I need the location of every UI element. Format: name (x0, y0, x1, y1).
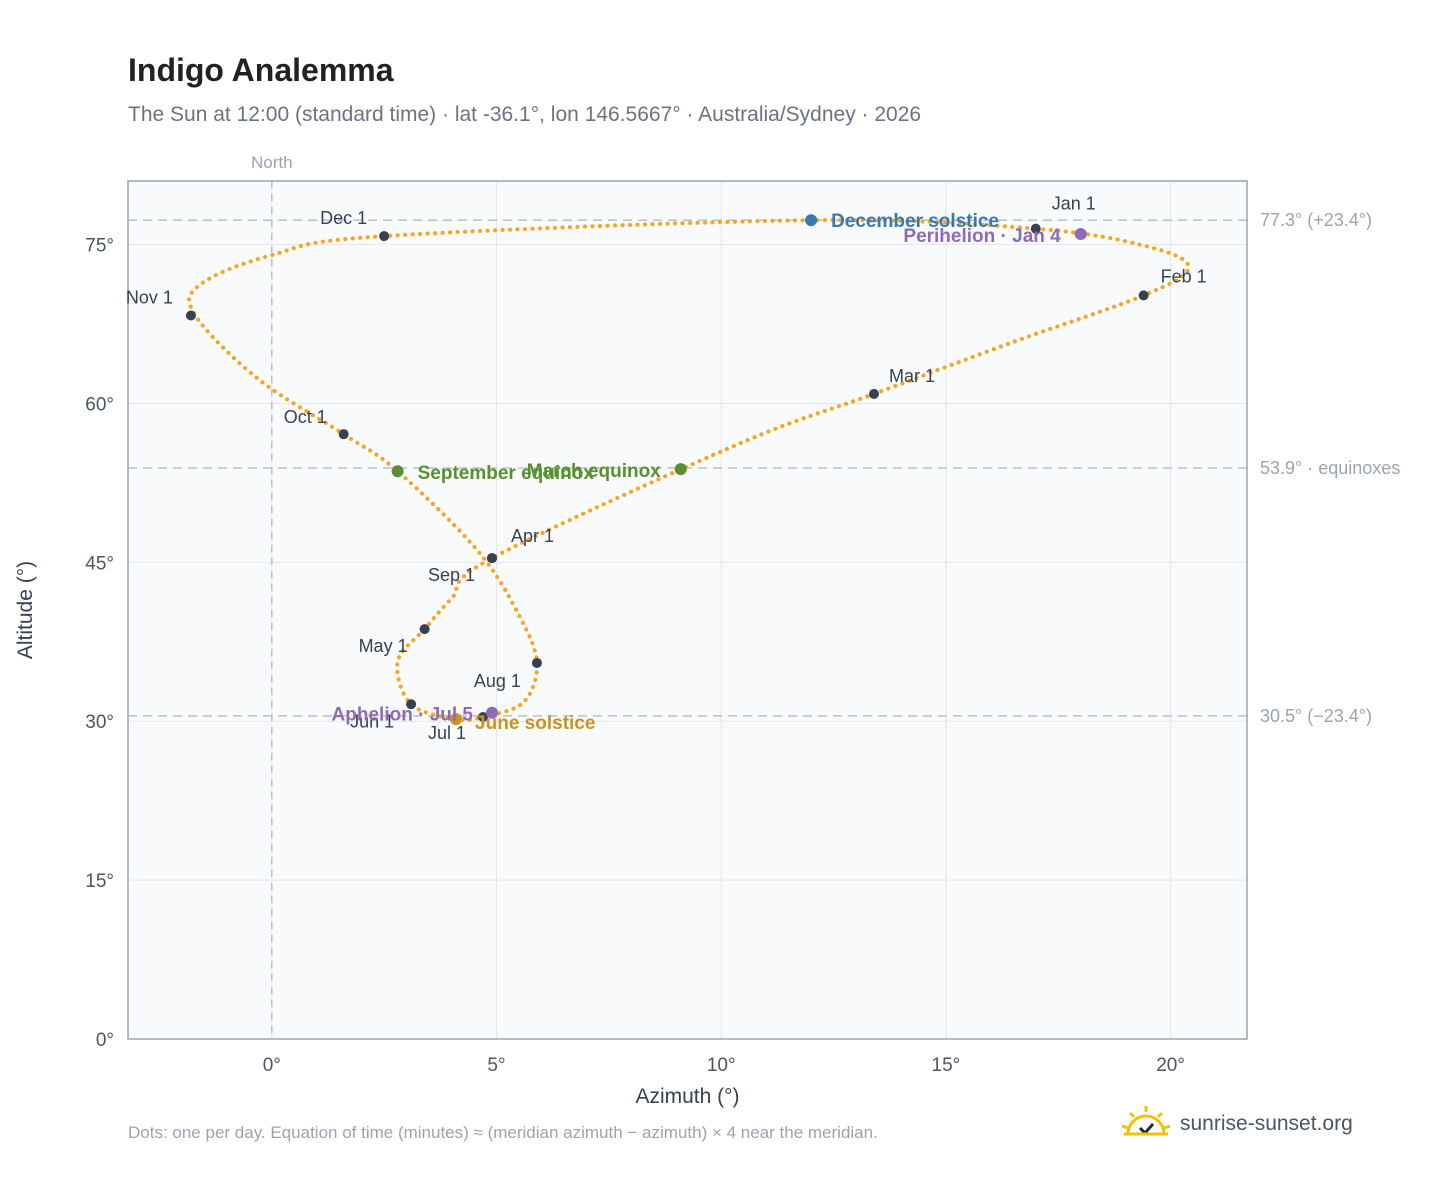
plot-frame (127, 180, 1248, 1040)
month-label: Nov 1 (126, 288, 173, 308)
event-marker (391, 465, 404, 478)
event-label: March equinox (527, 461, 662, 482)
event-marker (486, 706, 499, 719)
month-label: Oct 1 (284, 407, 327, 427)
month-label: Mar 1 (889, 366, 935, 386)
chart-title: Indigo Analemma (128, 52, 394, 88)
event-label: September equinox (418, 463, 595, 484)
footer-note: Dots: one per day. Equation of time (min… (128, 1123, 878, 1142)
month-label: Feb 1 (1161, 266, 1207, 286)
event-label: Perihelion · Jan 4 (903, 226, 1061, 247)
event-label: December solstice (831, 211, 999, 232)
month-label: May 1 (359, 636, 408, 656)
y-tick-label: 15° (85, 871, 114, 892)
y-tick-label: 60° (85, 394, 114, 415)
month-marker (1030, 223, 1041, 234)
month-label: Dec 1 (320, 208, 367, 228)
reference-line-label: 30.5° (−23.4°) (1260, 706, 1372, 726)
month-marker (487, 553, 498, 564)
brand-text: sunrise-sunset.org (1180, 1112, 1353, 1135)
x-tick-label: 10° (707, 1055, 736, 1076)
month-marker (531, 657, 542, 668)
event-label: Aphelion · Jul 5 (332, 705, 474, 726)
y-tick-label: 75° (85, 236, 114, 257)
month-marker (379, 231, 390, 242)
x-axis-label: Azimuth (°) (635, 1085, 739, 1108)
reference-line-label: 53.9° · equinoxes (1260, 458, 1400, 478)
plot-area (128, 181, 1247, 1039)
month-marker (869, 388, 879, 399)
month-label: Apr 1 (511, 526, 554, 546)
event-marker (674, 463, 687, 476)
y-tick-label: 30° (85, 712, 114, 733)
event-label: June solstice (475, 713, 595, 734)
month-marker (338, 429, 349, 440)
y-tick-label: 45° (85, 553, 114, 574)
analemma-daily-dots (187, 217, 1191, 723)
month-label: Jan 1 (1052, 194, 1096, 214)
x-tick-label: 5° (487, 1055, 505, 1076)
month-marker (478, 711, 489, 722)
meridian-label: North (251, 153, 293, 172)
y-axis-label: Altitude (°) (14, 561, 37, 659)
chart-subtitle: The Sun at 12:00 (standard time) · lat -… (128, 103, 922, 126)
x-tick-label: 0° (263, 1055, 281, 1076)
reference-line-label: 77.3° (+23.4°) (1260, 210, 1372, 230)
brand[interactable]: sunrise-sunset.org (1120, 1100, 1353, 1148)
month-label: Sep 1 (428, 565, 475, 585)
event-marker (805, 214, 818, 227)
x-tick-label: 20° (1156, 1055, 1185, 1076)
event-marker (1074, 227, 1087, 240)
month-marker (406, 699, 417, 710)
sunrise-logo-icon (1121, 1106, 1171, 1136)
month-label: Jul 1 (428, 723, 466, 743)
x-tick-label: 15° (932, 1055, 961, 1076)
month-marker (185, 310, 196, 321)
month-label: Aug 1 (474, 671, 521, 691)
month-marker (419, 624, 430, 635)
event-marker (450, 713, 463, 726)
month-label: Jun 1 (350, 711, 394, 731)
y-tick-label: 0° (96, 1030, 114, 1051)
month-marker (1138, 290, 1149, 301)
